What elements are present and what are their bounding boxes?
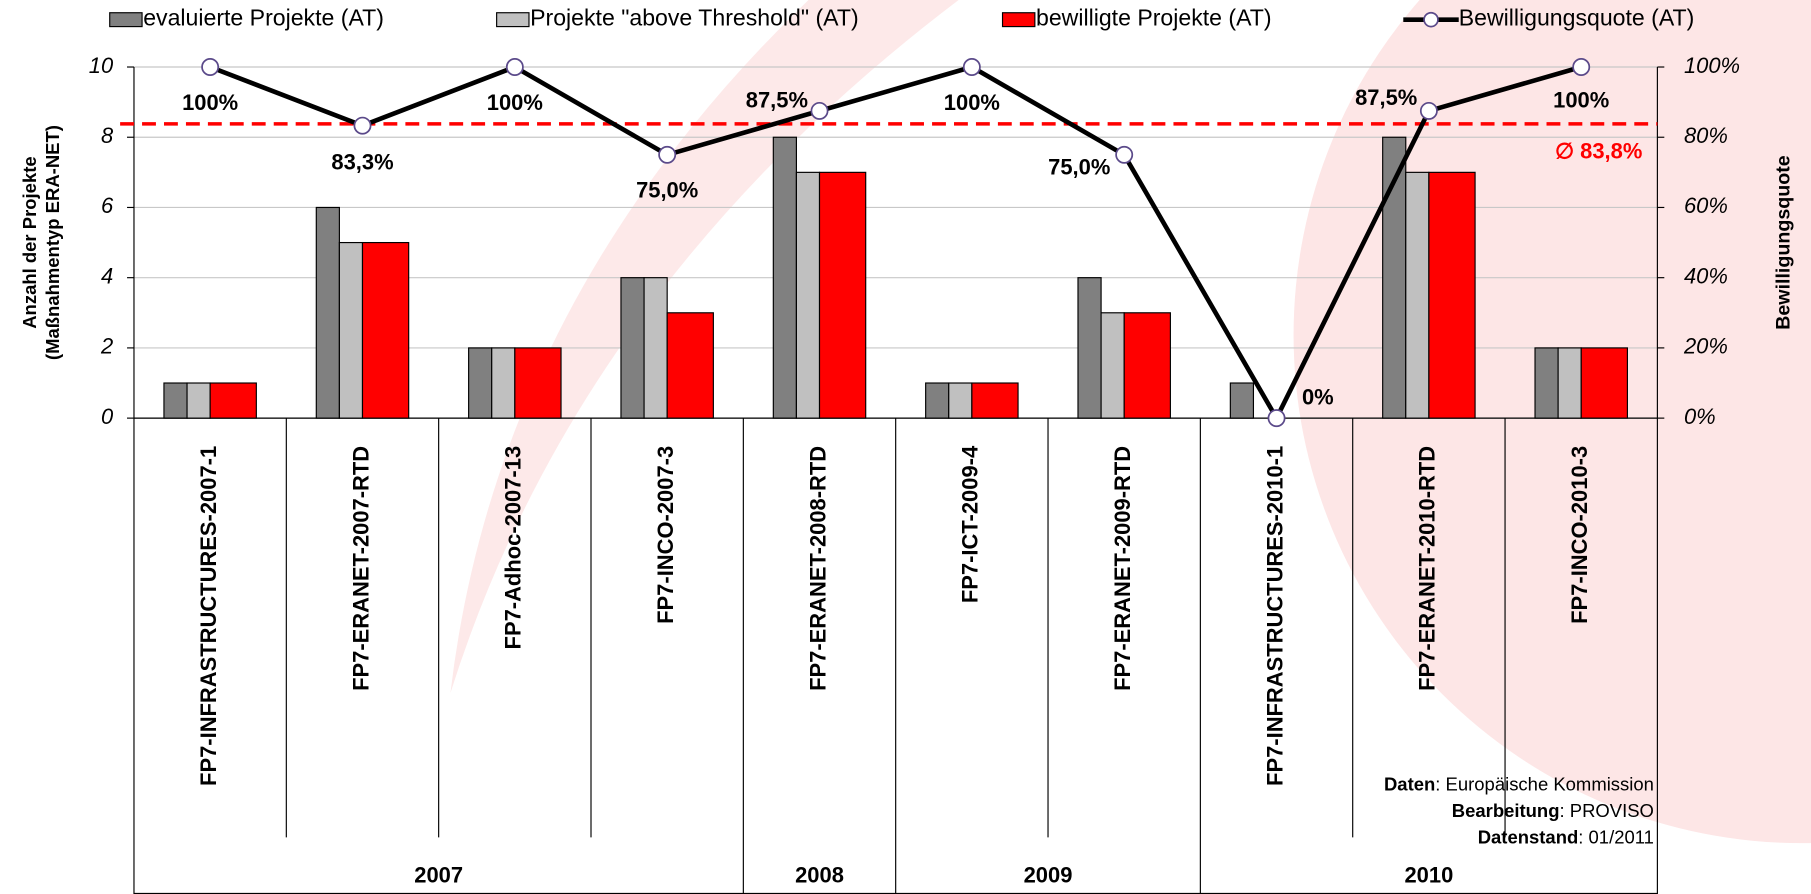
bar xyxy=(1557,347,1582,419)
x-tick-label: FP7-INCO-2007-3 xyxy=(653,446,678,624)
x-tick-label: FP7-ERANET-2010-RTD xyxy=(1415,446,1440,691)
y2-axis-label: Bewilligungsquote xyxy=(1773,155,1795,330)
y2-tick-label: 60% xyxy=(1684,193,1728,218)
bar xyxy=(620,277,645,419)
bar xyxy=(514,347,562,419)
note-key: Bearbeitung xyxy=(1452,800,1560,821)
source-note: Daten: Europäische Kommission xyxy=(1384,773,1654,794)
line-marker xyxy=(1419,101,1438,120)
y-tick-label: 4 xyxy=(101,263,113,288)
bar xyxy=(209,382,257,419)
line-marker xyxy=(962,58,981,76)
y2-tick-label: 80% xyxy=(1684,123,1728,148)
x-tick-label: FP7-ERANET-2008-RTD xyxy=(805,446,830,691)
line-marker xyxy=(1115,145,1134,164)
line-marker xyxy=(353,116,372,135)
average-label: ∅ 83,8% xyxy=(1555,139,1642,164)
legend-swatch xyxy=(109,12,143,28)
bar xyxy=(1580,347,1628,419)
bar xyxy=(315,206,340,419)
line-marker xyxy=(658,145,677,164)
data-label: 75,0% xyxy=(1048,154,1110,179)
bar xyxy=(772,136,797,419)
bar xyxy=(818,171,867,419)
x-tick-label: FP7-INFRASTRUCTURES-2010-1 xyxy=(1262,446,1287,786)
legend-label: Bewilligungsquote (AT) xyxy=(1459,5,1695,31)
y-tick-label: 0 xyxy=(101,404,114,429)
line-marker xyxy=(201,58,220,76)
data-label: 87,5% xyxy=(1355,85,1417,110)
line xyxy=(209,64,1582,424)
bar xyxy=(666,312,714,419)
note-text: : PROVISO xyxy=(1560,800,1654,821)
data-label: 0% xyxy=(1302,384,1334,409)
x-tick-label: FP7-ERANET-2009-RTD xyxy=(1110,446,1135,691)
y-axis-label: (Maßnahmentyp ERA-NET) xyxy=(42,125,63,360)
x-tick-label: FP7-INFRASTRUCTURES-2007-1 xyxy=(196,446,221,786)
line-marker xyxy=(1267,409,1286,428)
bar xyxy=(1534,347,1559,419)
bar xyxy=(163,382,188,419)
legend-swatch xyxy=(496,12,530,28)
line-marker xyxy=(810,101,829,120)
y2-tick-label: 20% xyxy=(1683,334,1728,359)
x-tick-label: FP7-ICT-2009-4 xyxy=(958,445,983,603)
note-text: : Europäische Kommission xyxy=(1435,773,1654,794)
bar xyxy=(1405,171,1430,419)
y-tick-label: 8 xyxy=(101,123,114,148)
note-key: Daten xyxy=(1384,773,1435,794)
source-note: Datenstand: 01/2011 xyxy=(1478,826,1654,847)
bar xyxy=(1077,277,1102,419)
bar xyxy=(1123,312,1171,419)
x-tick-label: FP7-INCO-2010-3 xyxy=(1567,446,1592,624)
bar xyxy=(971,382,1019,419)
y2-tick-label: 40% xyxy=(1684,263,1728,288)
group-label: 2010 xyxy=(1404,862,1453,887)
legend-swatch xyxy=(1001,12,1036,28)
bar xyxy=(1100,312,1125,419)
data-label: 75,0% xyxy=(636,178,698,203)
group-label: 2007 xyxy=(414,862,463,887)
bar xyxy=(1229,382,1255,419)
group-label: 2008 xyxy=(795,862,844,887)
data-label: 87,5% xyxy=(746,87,808,112)
data-label: 83,3% xyxy=(331,150,393,175)
bar xyxy=(795,171,821,419)
group-label: 2009 xyxy=(1024,862,1073,887)
background-decoration xyxy=(450,0,959,694)
legend-label: Projekte "above Threshold" (AT) xyxy=(530,5,859,31)
bar xyxy=(338,241,364,419)
legend-label: bewilligte Projekte (AT) xyxy=(1036,5,1272,31)
y2-tick-label: 100% xyxy=(1684,53,1740,78)
bar xyxy=(643,277,668,419)
legend-label: evaluierte Projekte (AT) xyxy=(143,5,384,31)
x-tick-label: FP7-Adhoc-2007-13 xyxy=(501,446,526,650)
data-label: 100% xyxy=(182,90,238,115)
y-tick-label: 6 xyxy=(101,193,114,218)
note-text: : 01/2011 xyxy=(1578,826,1654,847)
y-axis-label: Anzahl der Projekte xyxy=(19,156,40,328)
data-label: 100% xyxy=(487,90,543,115)
y-tick-label: 2 xyxy=(100,334,113,359)
bar xyxy=(1428,171,1476,419)
y-tick-label: 10 xyxy=(89,53,114,78)
x-tick-label: FP7-ERANET-2007-RTD xyxy=(348,446,373,691)
legend-swatch xyxy=(1423,11,1439,28)
line-marker xyxy=(505,58,524,76)
bar xyxy=(186,382,211,419)
bar xyxy=(948,382,973,419)
note-key: Datenstand xyxy=(1478,826,1579,847)
background-decoration xyxy=(1293,0,1811,844)
source-note: Bearbeitung: PROVISO xyxy=(1452,800,1654,821)
bar xyxy=(361,241,410,419)
data-label: 100% xyxy=(944,90,1000,115)
bar xyxy=(925,382,950,419)
y2-tick-label: 0% xyxy=(1684,404,1716,429)
bar xyxy=(491,347,516,419)
line-marker xyxy=(1572,58,1591,76)
data-label: 100% xyxy=(1553,87,1609,112)
bar xyxy=(468,347,493,419)
